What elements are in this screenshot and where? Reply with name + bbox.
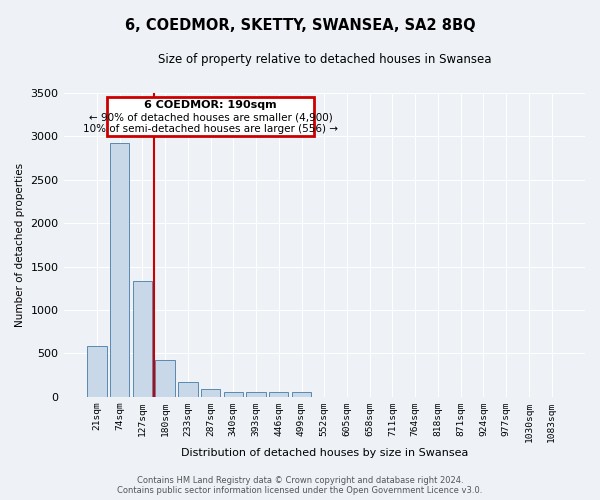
Bar	[87, 346, 107, 397]
Y-axis label: Number of detached properties: Number of detached properties	[15, 163, 25, 327]
Title: Size of property relative to detached houses in Swansea: Size of property relative to detached ho…	[158, 52, 491, 66]
X-axis label: Distribution of detached houses by size in Swansea: Distribution of detached houses by size …	[181, 448, 468, 458]
Text: 6, COEDMOR, SKETTY, SWANSEA, SA2 8BQ: 6, COEDMOR, SKETTY, SWANSEA, SA2 8BQ	[125, 18, 475, 32]
Bar	[247, 392, 266, 397]
Text: Contains HM Land Registry data © Crown copyright and database right 2024.: Contains HM Land Registry data © Crown c…	[137, 476, 463, 485]
Bar	[224, 392, 243, 397]
FancyBboxPatch shape	[107, 96, 314, 136]
Text: 6 COEDMOR: 190sqm: 6 COEDMOR: 190sqm	[144, 100, 277, 110]
Bar	[133, 282, 152, 397]
Bar	[269, 392, 289, 397]
Bar	[178, 382, 197, 397]
Text: ← 90% of detached houses are smaller (4,900): ← 90% of detached houses are smaller (4,…	[89, 112, 332, 122]
Bar	[292, 392, 311, 397]
Bar	[110, 144, 130, 397]
Bar	[201, 389, 220, 397]
Text: 10% of semi-detached houses are larger (556) →: 10% of semi-detached houses are larger (…	[83, 124, 338, 134]
Text: Contains public sector information licensed under the Open Government Licence v3: Contains public sector information licen…	[118, 486, 482, 495]
Bar	[155, 360, 175, 397]
